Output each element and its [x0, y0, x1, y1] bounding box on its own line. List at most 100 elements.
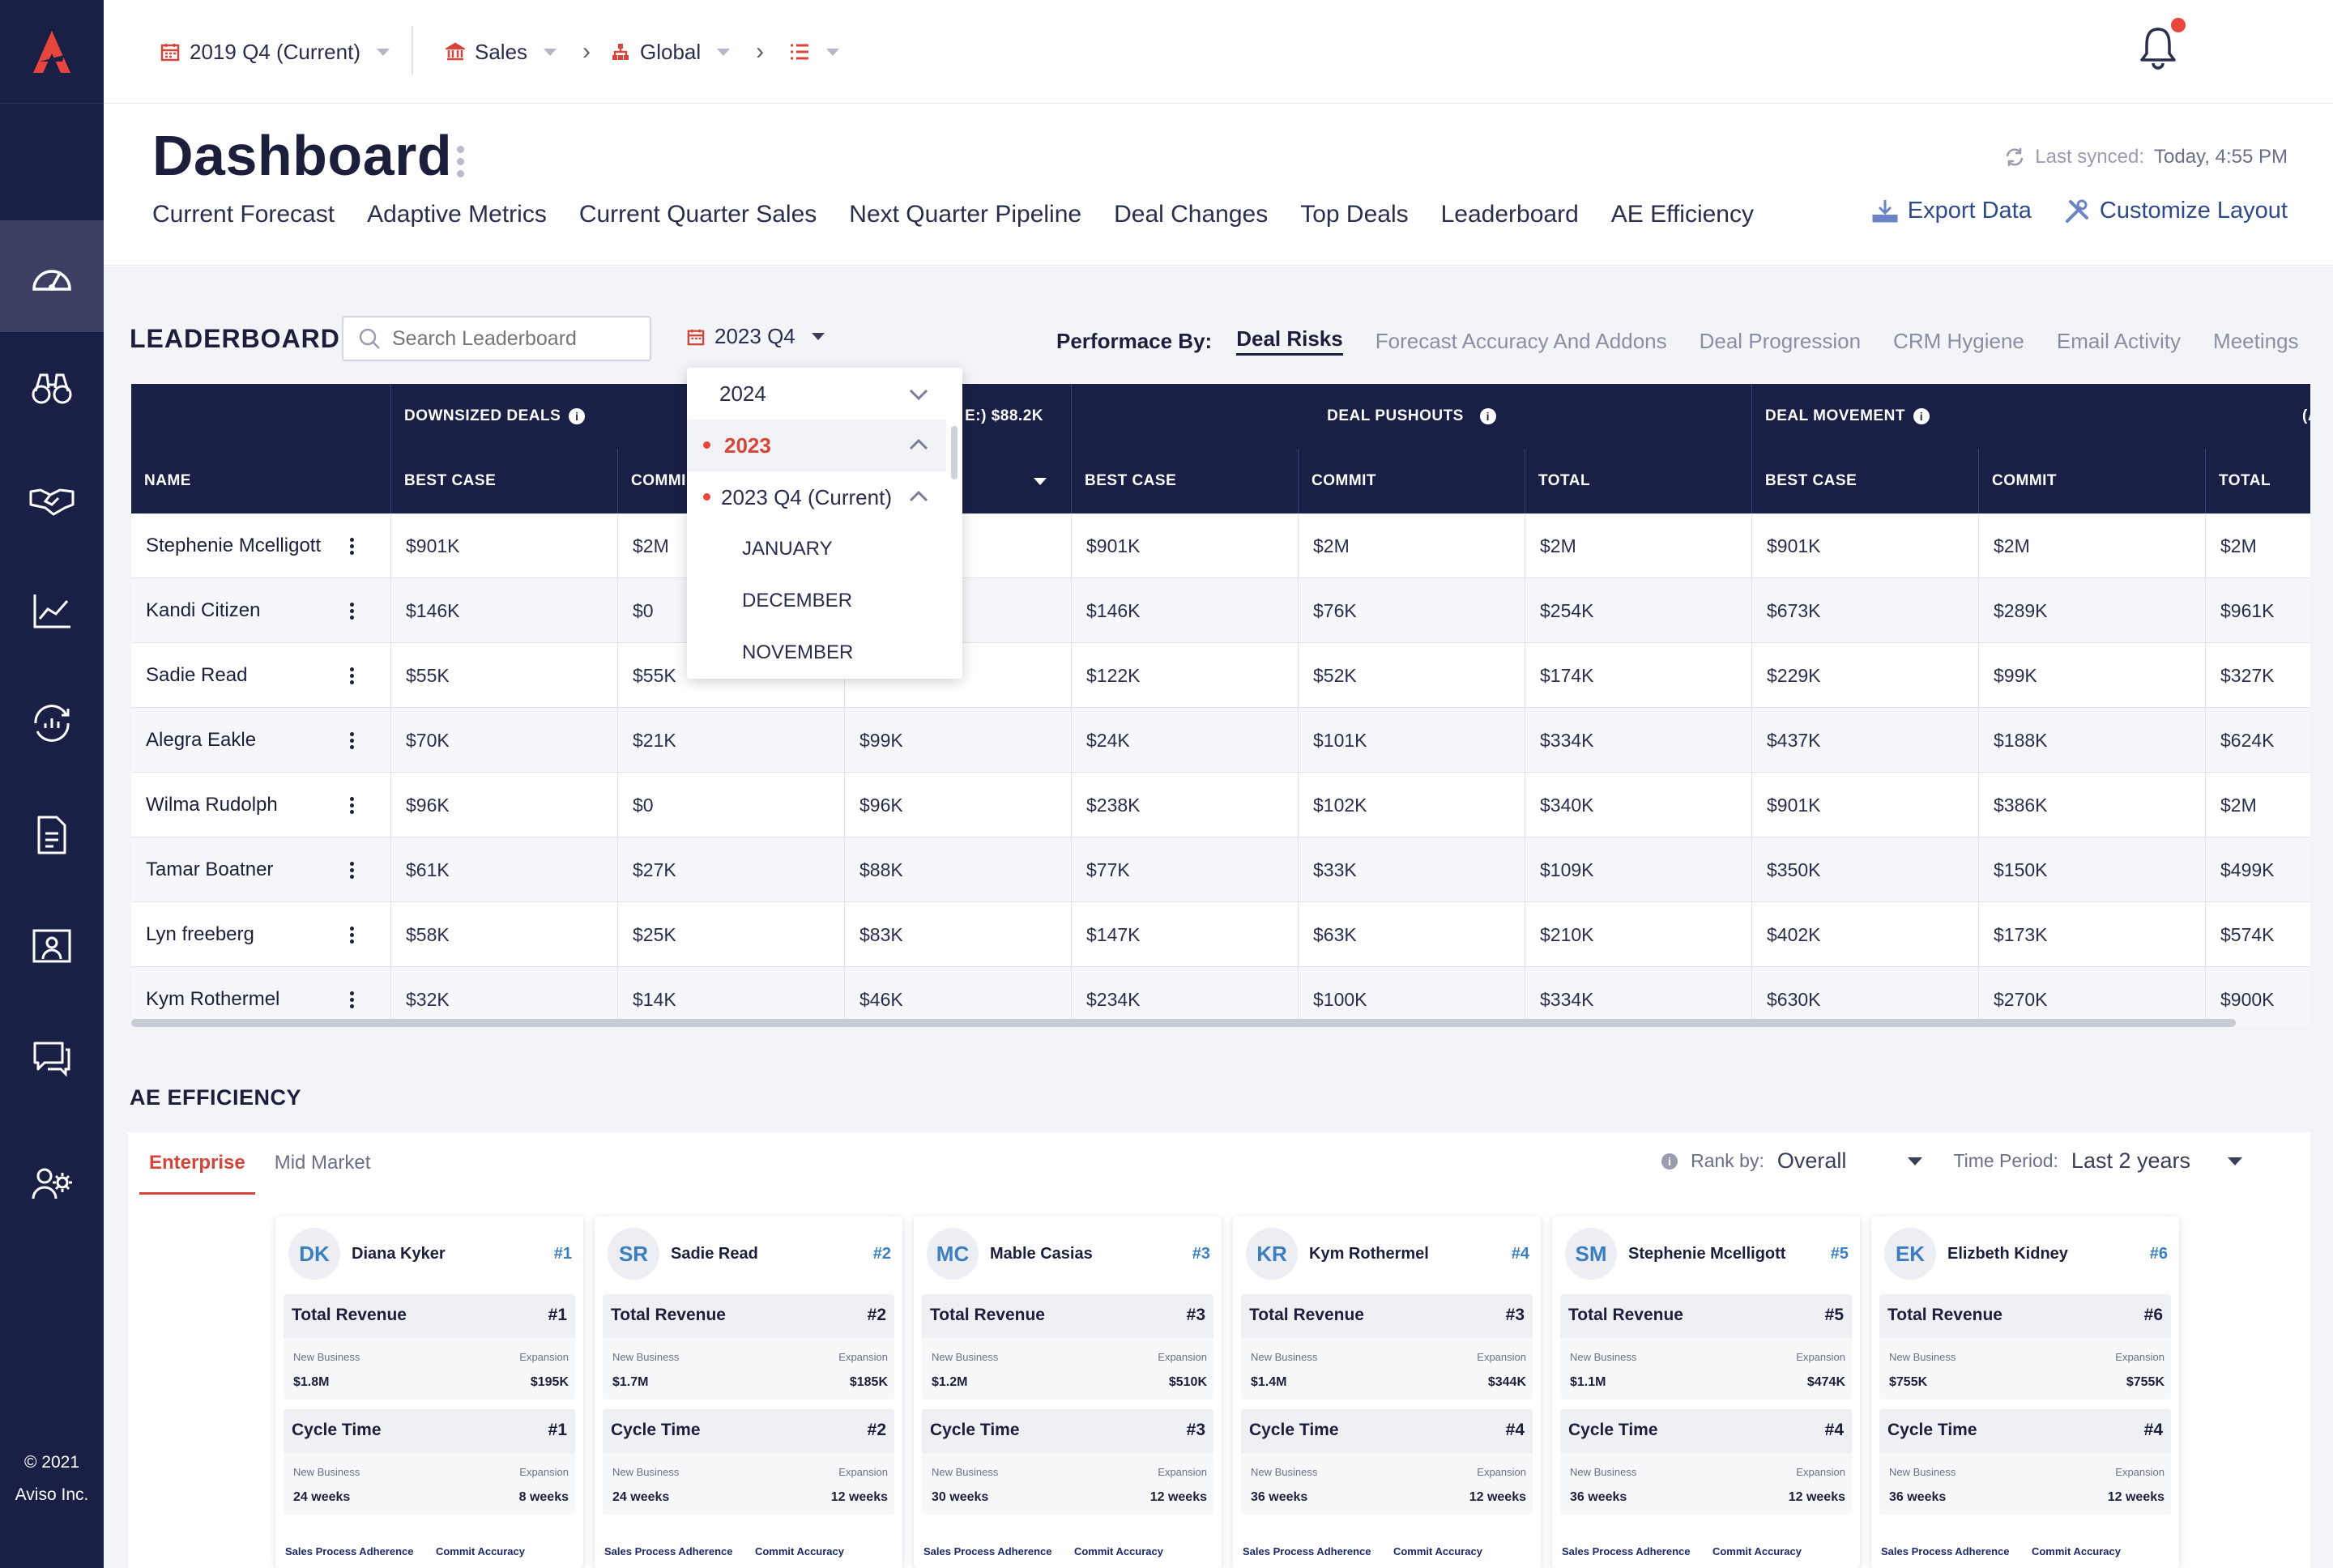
ae-card[interactable]: KR Kym Rothermel #4 Total Revenue #3 New Busi…	[1233, 1216, 1541, 1568]
sub-right: Expansion	[838, 1351, 888, 1363]
table-row: Kandi Citizen $146K $0 $146K $76K $254K $673K $…	[131, 578, 2310, 643]
tab-next-quarter-pipeline[interactable]: Next Quarter Pipeline	[849, 201, 1082, 228]
info-icon[interactable]: i	[1661, 1153, 1678, 1170]
row-menu-icon[interactable]	[350, 603, 354, 620]
tab-leaderboard[interactable]: Leaderboard	[1440, 201, 1579, 228]
table-cell: $101K	[1298, 708, 1525, 773]
info-icon[interactable]: i	[569, 408, 586, 424]
nav-coaching[interactable]	[0, 891, 104, 1003]
tab-meetings[interactable]: Meetings	[2213, 328, 2299, 353]
new-business-value: $755K	[1889, 1375, 1928, 1389]
nav-cycle[interactable]	[0, 667, 104, 779]
col-movement-total[interactable]: TOTAL	[2205, 449, 2310, 513]
hierarchy-icon	[612, 44, 629, 60]
rank-badge: #2	[872, 1244, 891, 1263]
col-name[interactable]: NAME	[144, 472, 191, 489]
nav-deals[interactable]	[0, 444, 104, 556]
info-icon[interactable]: i	[1479, 408, 1496, 424]
dropdown-year-2023[interactable]: 2023	[687, 420, 946, 471]
dropdown-month-november[interactable]: NOVEMBER	[742, 641, 854, 663]
rep-name-cell[interactable]: Tamar Boatner	[131, 837, 390, 902]
nav-dashboard[interactable]	[0, 220, 104, 332]
time-period-select[interactable]: Last 2 years	[2071, 1148, 2190, 1173]
tab-forecast-accuracy[interactable]: Forecast Accuracy And Addons	[1375, 328, 1667, 353]
tab-current-forecast[interactable]: Current Forecast	[152, 201, 335, 228]
rep-name-cell[interactable]: Sadie Read	[131, 643, 390, 708]
tab-email-activity[interactable]: Email Activity	[2056, 328, 2182, 353]
more-icon[interactable]	[457, 146, 465, 177]
nav-conversations[interactable]	[0, 1003, 104, 1114]
rep-name: Wilma Rudolph	[146, 794, 278, 816]
nav-settings[interactable]	[0, 1127, 104, 1239]
row-menu-icon[interactable]	[350, 927, 354, 944]
row-menu-icon[interactable]	[350, 991, 354, 1008]
row-menu-icon[interactable]	[350, 667, 354, 684]
dropdown-quarter[interactable]: 2023 Q4 (Current)	[687, 471, 946, 523]
col-downsized-commit[interactable]: COMMI	[617, 449, 844, 513]
team-selector[interactable]: Sales ›	[446, 36, 591, 68]
tab-deal-changes[interactable]: Deal Changes	[1114, 201, 1269, 228]
col-movement-best-case[interactable]: BEST CASE	[1751, 449, 1978, 513]
metric-rank: #4	[1505, 1421, 1525, 1439]
tab-deal-risks[interactable]: Deal Risks	[1236, 326, 1343, 356]
rep-name-cell[interactable]: Stephenie Mcelligott	[131, 513, 390, 578]
rank-by-select[interactable]: Overall	[1776, 1148, 1847, 1173]
row-menu-icon[interactable]	[350, 538, 354, 555]
ae-card[interactable]: MC Mable Casias #3 Total Revenue #3 New Busin…	[914, 1216, 1222, 1568]
tab-deal-progression[interactable]: Deal Progression	[1699, 328, 1862, 353]
dropdown-month-january[interactable]: JANUARY	[742, 538, 833, 560]
aviso-logo-icon[interactable]	[0, 0, 104, 104]
tab-ae-efficiency[interactable]: AE Efficiency	[1610, 201, 1754, 228]
rank-badge: #4	[1511, 1244, 1529, 1263]
period-selector[interactable]: 2019 Q4 (Current)	[160, 36, 390, 68]
info-icon[interactable]: i	[1913, 408, 1930, 424]
bell-icon[interactable]	[2137, 24, 2179, 70]
dropdown-month-december[interactable]: DECEMBER	[742, 590, 853, 611]
tab-top-deals[interactable]: Top Deals	[1300, 201, 1409, 228]
ae-card[interactable]: SM Stephenie Mcelligott #5 Total Revenue #5 N…	[1552, 1216, 1860, 1568]
rep-name-cell[interactable]: Kym Rothermel	[131, 967, 390, 1027]
col-pushouts-commit[interactable]: COMMIT	[1298, 449, 1525, 513]
row-menu-icon[interactable]	[350, 732, 354, 749]
row-menu-icon[interactable]	[350, 862, 354, 879]
rep-name-cell[interactable]: Lyn freeberg	[131, 902, 390, 967]
horizontal-scrollbar[interactable]	[131, 1019, 2236, 1027]
customize-layout-button[interactable]: Customize Layout	[2064, 198, 2288, 224]
expansion-value: 12 weeks	[2107, 1490, 2165, 1504]
ae-card[interactable]: SR Sadie Read #2 Total Revenue #2 New Busines…	[595, 1216, 902, 1568]
nav-insights[interactable]	[0, 332, 104, 444]
refresh-icon[interactable]	[2004, 147, 2025, 168]
ae-card[interactable]: DK Diana Kyker #1 Total Revenue #1 New Busine…	[275, 1216, 583, 1568]
rep-name-cell[interactable]: Alegra Eakle	[131, 708, 390, 773]
region-selector[interactable]: Global ›	[611, 36, 764, 68]
list-selector[interactable]	[789, 36, 839, 68]
ae-card[interactable]: EK Elizbeth Kidney #6 Total Revenue #6 New Bu…	[1871, 1216, 2179, 1568]
table-cell: $109K	[1525, 837, 1751, 902]
search-input[interactable]	[392, 326, 635, 351]
table-cell: $327K	[2205, 643, 2310, 708]
col-downsized-best-case[interactable]: BEST CASE	[390, 449, 617, 513]
sales-process-adherence-label: Sales Process Adherence	[1881, 1545, 2010, 1557]
nav-analytics[interactable]	[0, 556, 104, 667]
rep-name-cell[interactable]: Kandi Citizen	[131, 578, 390, 643]
export-data-button[interactable]: Export Data	[1872, 198, 2032, 224]
dropdown-scrollbar[interactable]	[951, 426, 958, 479]
col-pushouts-best-case[interactable]: BEST CASE	[1071, 449, 1298, 513]
sub-left: New Business	[1251, 1351, 1318, 1363]
tab-enterprise[interactable]: Enterprise	[139, 1148, 255, 1195]
dropdown-year-2024[interactable]: 2024	[687, 368, 946, 420]
tab-current-quarter-sales[interactable]: Current Quarter Sales	[578, 201, 817, 228]
rep-name-cell[interactable]: Wilma Rudolph	[131, 773, 390, 837]
row-menu-icon[interactable]	[350, 797, 354, 814]
sub-left: New Business	[612, 1466, 680, 1478]
nav-reports[interactable]	[0, 779, 104, 891]
metric-head: Cycle Time #2	[611, 1421, 886, 1445]
leaderboard-period-select[interactable]: 2023 Q4	[687, 324, 825, 349]
col-movement-commit[interactable]: COMMIT	[1978, 449, 2205, 513]
tab-crm-hygiene[interactable]: CRM Hygiene	[1893, 328, 2024, 353]
tab-mid-market[interactable]: Mid Market	[274, 1152, 371, 1174]
metric-rank: #4	[2143, 1421, 2163, 1439]
leaderboard-search[interactable]	[342, 316, 651, 361]
col-pushouts-total[interactable]: TOTAL	[1525, 449, 1751, 513]
tab-adaptive-metrics[interactable]: Adaptive Metrics	[367, 201, 547, 228]
